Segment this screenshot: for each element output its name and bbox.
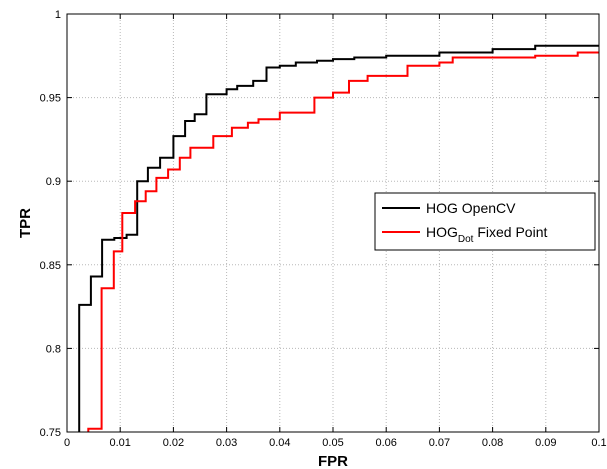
series-line-2 bbox=[87, 51, 599, 432]
legend: HOG OpenCV HOGDot Fixed Point bbox=[374, 192, 596, 251]
y-tick-label: 1 bbox=[55, 9, 61, 21]
x-tick-label: 0.02 bbox=[163, 437, 184, 449]
series-layer bbox=[78, 44, 599, 432]
legend-label-main: HOG bbox=[426, 224, 458, 240]
x-tick-label: 0.09 bbox=[535, 437, 556, 449]
legend-label-main: HOG OpenCV bbox=[426, 200, 516, 216]
y-tick-label: 0.75 bbox=[40, 427, 61, 439]
x-tick-label: 0.06 bbox=[375, 437, 396, 449]
y-tick-label: 0.95 bbox=[40, 93, 61, 105]
grid bbox=[67, 14, 599, 432]
x-tick-label: 0.04 bbox=[269, 437, 290, 449]
x-tick-label: 0.1 bbox=[591, 437, 606, 449]
x-tick-label: 0 bbox=[64, 437, 70, 449]
legend-label-rest: Fixed Point bbox=[473, 224, 547, 240]
x-tick-label: 0.03 bbox=[216, 437, 237, 449]
legend-box bbox=[374, 192, 596, 251]
x-tick-label: 0.07 bbox=[429, 437, 450, 449]
legend-label-subscript: Dot bbox=[458, 234, 474, 245]
x-axis-label: FPR bbox=[318, 453, 348, 469]
y-tick-label: 0.85 bbox=[40, 260, 61, 272]
y-tick-label: 0.9 bbox=[46, 176, 61, 188]
x-tick-label: 0.05 bbox=[322, 437, 343, 449]
ticks: 0 0.01 0.02 0.03 0.04 0.05 0.06 0.07 0.08 0.09 0.1… bbox=[40, 9, 607, 449]
y-axis-label: TPR bbox=[17, 208, 34, 238]
legend-label-1: HOG OpenCV bbox=[426, 200, 516, 216]
x-tick-label: 0.01 bbox=[109, 437, 130, 449]
y-tick-label: 0.8 bbox=[46, 343, 61, 355]
series-line-1 bbox=[78, 44, 599, 432]
legend-label-2: HOGDot Fixed Point bbox=[426, 224, 547, 245]
x-tick-label: 0.08 bbox=[482, 437, 503, 449]
